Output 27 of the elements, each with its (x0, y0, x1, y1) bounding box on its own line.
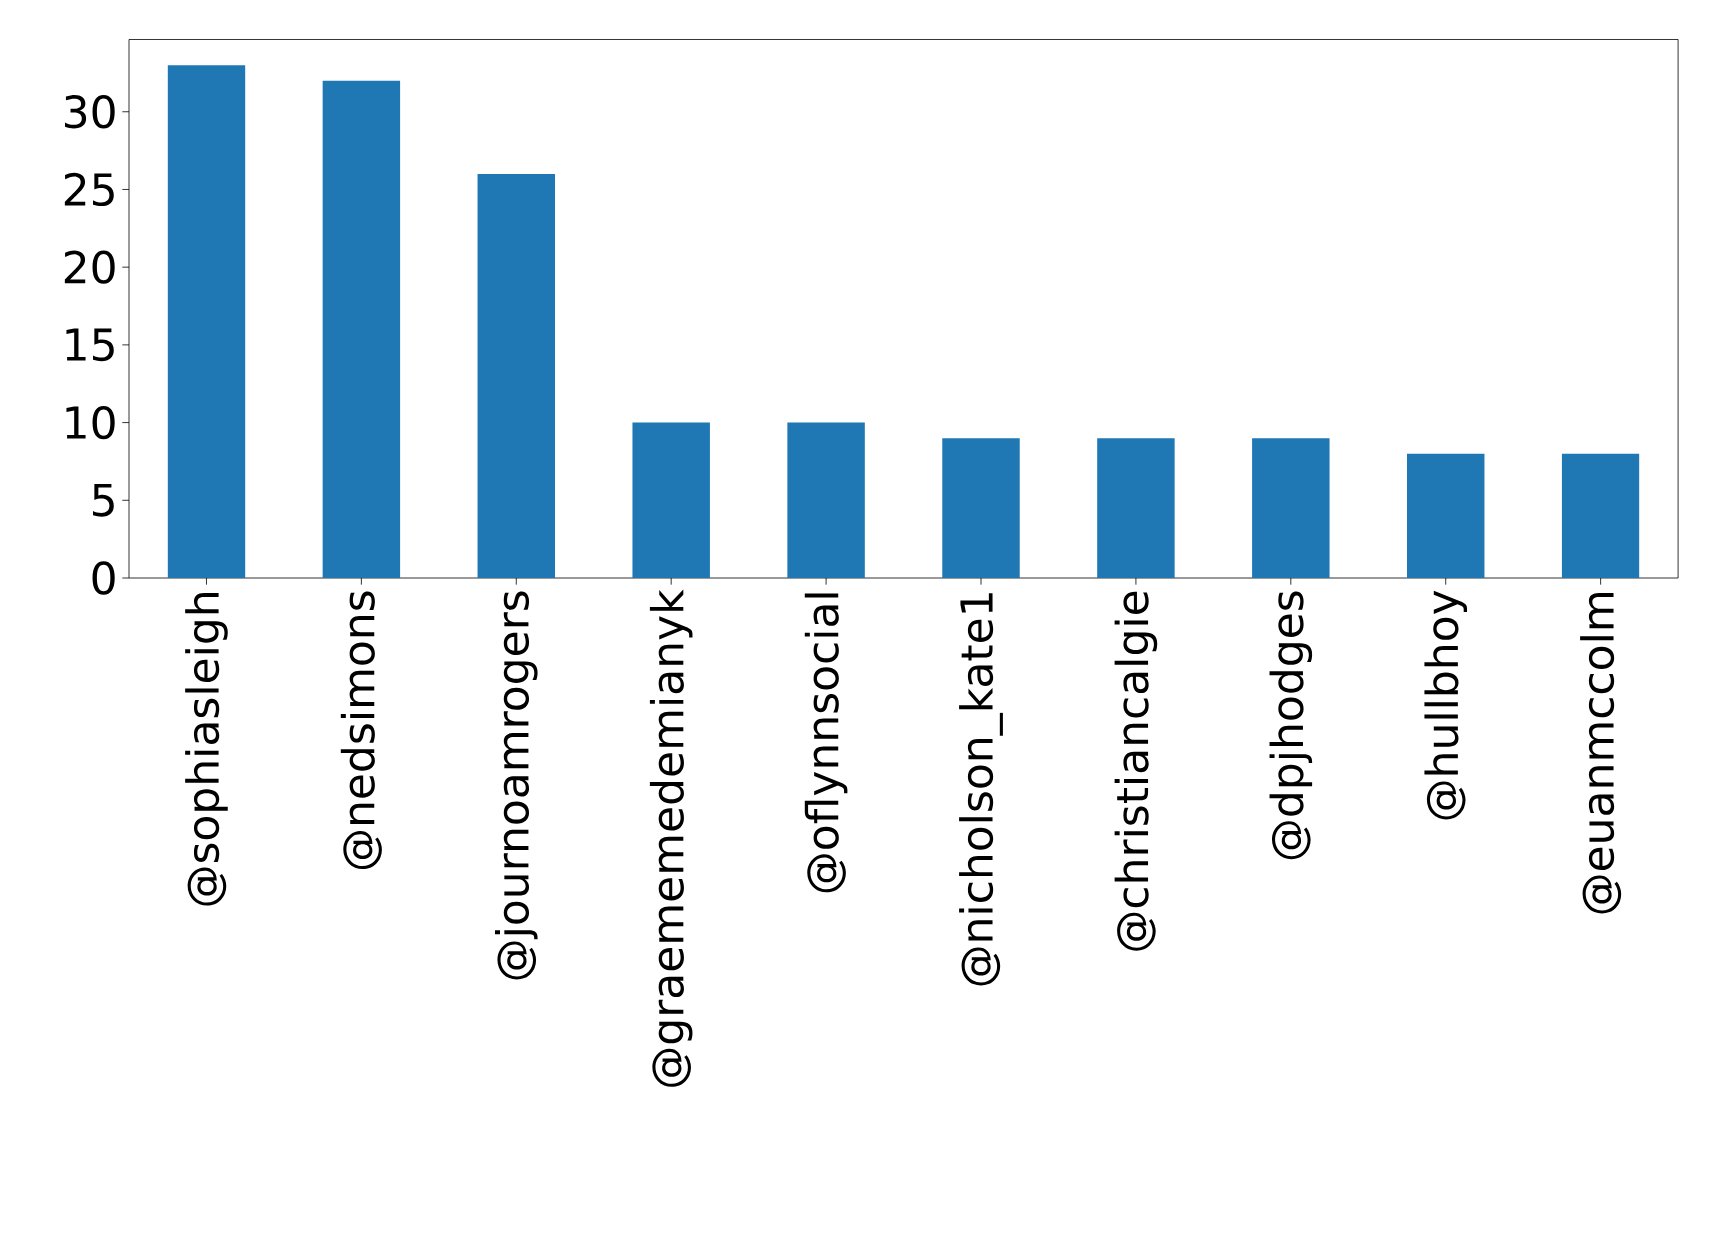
bar (632, 422, 710, 578)
bar (1407, 453, 1485, 578)
x-tick-label: @sophiasleigh (185, 593, 228, 906)
x-tick-label: @euanmccolm (1580, 593, 1622, 914)
y-tick-label: 0 (92, 561, 115, 595)
x-tick-label: @graememedemianyk (649, 589, 693, 1087)
x-tick-label: @journoamrogers (494, 591, 538, 980)
x-tick-label: @dpjhodges (1269, 591, 1313, 860)
bar (942, 438, 1020, 578)
x-tick-label: @oflynnsocial (804, 593, 848, 893)
y-tick-label: 30 (64, 95, 115, 129)
x-tick-label: @nedsimons (340, 591, 382, 870)
bar (167, 65, 246, 578)
y-tick-label: 20 (64, 250, 115, 284)
bar (1097, 438, 1175, 578)
x-tick-label: @christiancalgie (1114, 591, 1158, 951)
y-tick-label: 15 (66, 328, 114, 362)
y-tick-label: 5 (93, 483, 114, 517)
bar (322, 80, 401, 578)
bar (787, 422, 865, 578)
x-tick-label: @hullbhoy (1424, 590, 1468, 820)
x-tick-label: @nicholson_kate1 (959, 593, 1003, 986)
bar (1561, 453, 1640, 578)
bar (1252, 438, 1330, 578)
y-tick-label: 25 (64, 172, 114, 207)
y-tick-label: 10 (66, 405, 115, 440)
bar (477, 173, 555, 578)
